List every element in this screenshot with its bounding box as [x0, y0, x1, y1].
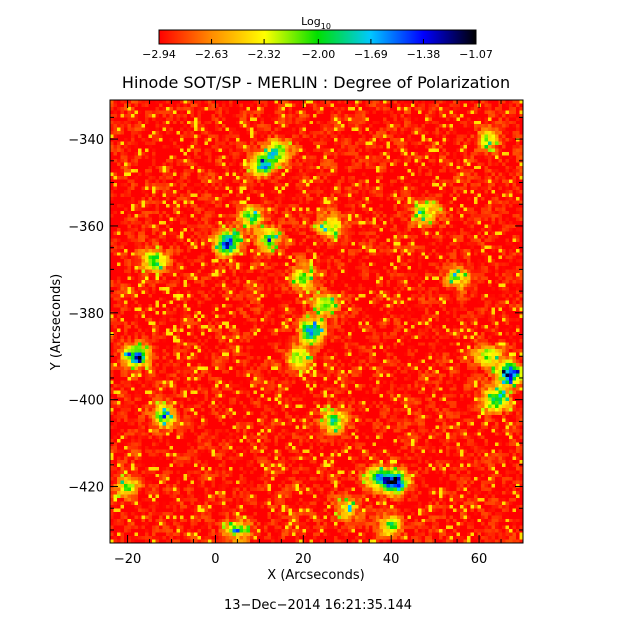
y-tick-label: −340: [68, 133, 104, 148]
colorbar-tick-label: −1.38: [407, 48, 441, 61]
plot-frame: [109, 99, 524, 544]
heatmap-image: [110, 100, 523, 543]
y-axis-label: Y (Arcseconds): [49, 274, 64, 371]
observation-timestamp: 13−Dec−2014 16:21:35.144: [224, 598, 412, 613]
y-tick-label: −380: [68, 307, 104, 322]
x-tick-label: 40: [383, 552, 400, 567]
x-tick-label: 0: [211, 552, 219, 567]
chart-title: Hinode SOT/SP - MERLIN : Degree of Polar…: [122, 73, 510, 92]
colorbar-label: Log10: [301, 15, 331, 31]
colorbar-tick-label: −2.00: [301, 48, 335, 61]
x-axis-label: X (Arcseconds): [267, 568, 364, 583]
colorbar-gradient: [158, 29, 477, 45]
colorbar-tick-label: −1.69: [354, 48, 388, 61]
colorbar-tick-label: −2.63: [195, 48, 229, 61]
x-tick-label: 20: [295, 552, 312, 567]
y-tick-label: −420: [68, 481, 104, 496]
y-tick-label: −360: [68, 220, 104, 235]
colorbar-tick-label: −1.07: [459, 48, 493, 61]
x-tick-label: 60: [471, 552, 488, 567]
y-axis: −340 −360 −380 −400 −420: [68, 116, 523, 531]
x-axis: −20 0 20 40 60: [114, 100, 524, 567]
colorbar-tick-label: −2.32: [247, 48, 281, 61]
colorbar-ticks: −2.94 −2.63 −2.32 −2.00 −1.69 −1.38 −1.07: [142, 39, 493, 61]
colorbar-tick-label: −2.94: [142, 48, 176, 61]
colorbar-label-subscript: 10: [321, 22, 331, 31]
colorbar: Log10 −2.94 −2.63 −2.32 −2.00 −1.69 −1.38 −1.0…: [142, 15, 493, 61]
y-tick-label: −400: [68, 394, 104, 409]
heatmap-area: [109, 99, 524, 544]
x-tick-label: −20: [114, 552, 141, 567]
